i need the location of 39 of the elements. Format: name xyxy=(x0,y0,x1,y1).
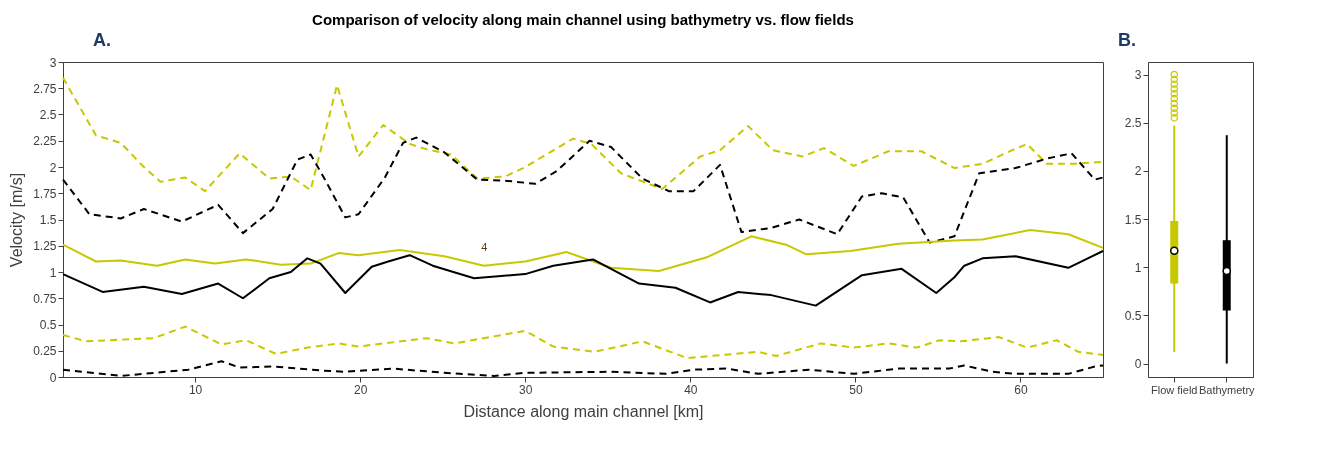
line-series xyxy=(62,229,1104,272)
line-series xyxy=(62,76,1104,193)
y-tick-label: 1 xyxy=(49,265,57,280)
y-tick-label: 1.5 xyxy=(39,213,57,227)
y-tick-label: 3 xyxy=(49,55,57,70)
line-series xyxy=(62,136,1104,244)
y-tick-label: 2 xyxy=(1134,164,1142,179)
text: B. xyxy=(1118,30,1136,50)
line-series xyxy=(62,250,1104,307)
y-tick-label: 2.75 xyxy=(33,81,57,96)
x-tick-label: 20 xyxy=(353,382,368,397)
y-tick-label: 1.5 xyxy=(1124,212,1142,227)
y-tick-label: 1.25 xyxy=(33,239,57,254)
y-tick-label: 3 xyxy=(1134,68,1142,83)
y-tick-label: 2.25 xyxy=(33,134,57,149)
y-tick-label: 0 xyxy=(49,370,57,385)
text: A. xyxy=(93,30,111,50)
y-tick-label: 0.25 xyxy=(33,344,57,359)
x-tick-label: Bathymetry xyxy=(1198,383,1256,396)
x-axis-title: Distance along main channel [km] xyxy=(463,402,704,420)
y-tick-label: 0.75 xyxy=(33,291,57,306)
chart-title: Comparison of velocity along main channel using bathymetry vs. flow fields xyxy=(312,11,854,28)
x-tick-label: 10 xyxy=(188,382,203,397)
y-tick-label: 1 xyxy=(1134,260,1142,275)
y-tick-label: 1.75 xyxy=(33,186,57,201)
line-series xyxy=(62,325,1104,360)
y-tick-label: 0.5 xyxy=(39,318,57,332)
x-tick-label: 40 xyxy=(684,382,698,397)
y-tick-label: 2.5 xyxy=(39,108,57,122)
y-tick-label: 0 xyxy=(1134,357,1142,372)
x-tick-label: 30 xyxy=(519,382,533,397)
y-axis-title: Velocity [m/s] xyxy=(8,172,26,268)
y-tick-label: 2.5 xyxy=(1124,116,1142,131)
annotation: 4 xyxy=(481,240,488,253)
x-tick-label: 60 xyxy=(1014,382,1028,397)
x-tick-label: Flow field xyxy=(1151,383,1198,396)
y-tick-label: 2 xyxy=(49,160,57,175)
y-tick-label: 0.5 xyxy=(1124,308,1142,323)
x-tick-label: 50 xyxy=(849,382,863,397)
